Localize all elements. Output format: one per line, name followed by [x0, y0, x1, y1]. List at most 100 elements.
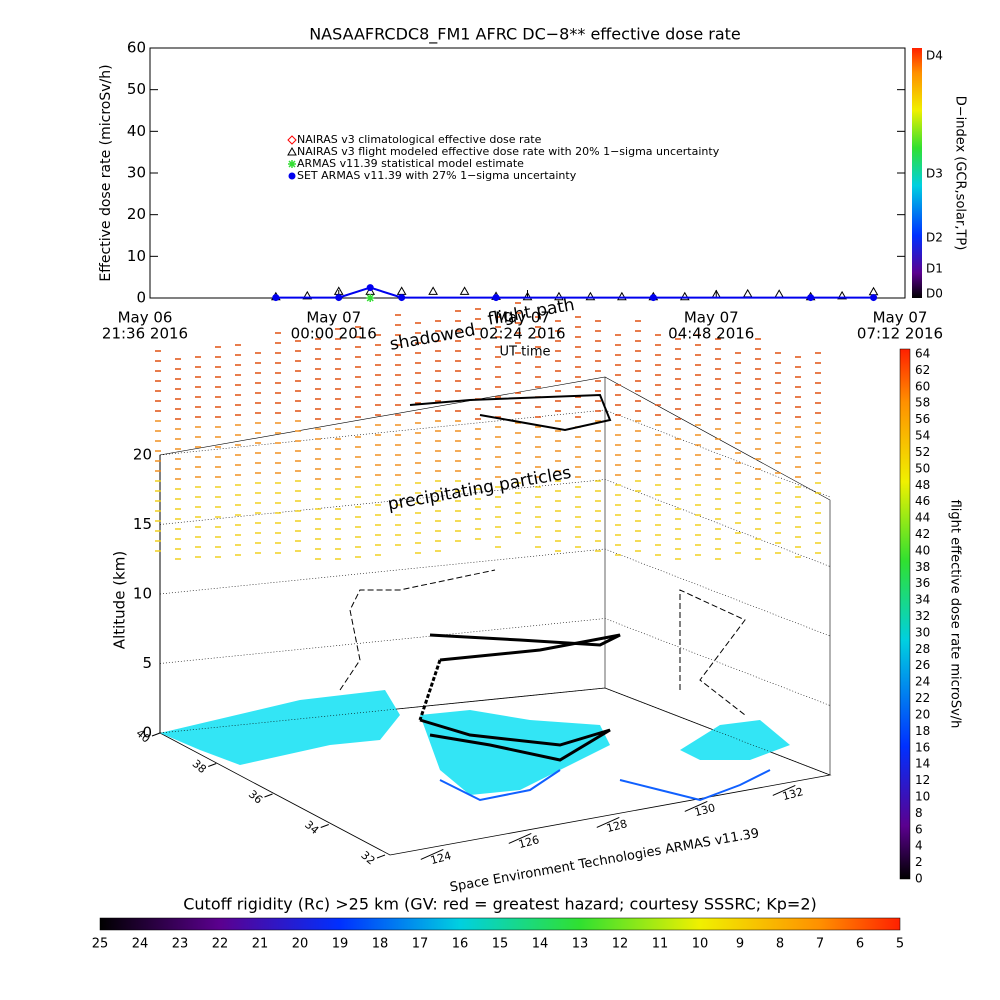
legend-marker — [287, 146, 297, 156]
colorbar-tick-label: 19 — [332, 937, 349, 952]
colorbar-tick-label: 16 — [452, 937, 469, 952]
colorbar-tick-label: 48 — [915, 478, 930, 492]
grid-line — [596, 816, 620, 828]
z-tick-label: 5 — [142, 654, 152, 672]
colorbar-tick-label: 14 — [532, 937, 549, 952]
annotation: precipitating particles — [386, 463, 573, 515]
colorbar-tick-label: D0 — [926, 287, 943, 301]
legend-label: SET ARMAS v11.39 with 27% 1−sigma uncert… — [297, 169, 577, 182]
colorbar-tick-label: 64 — [915, 347, 930, 361]
colorbar-tick-label: 4 — [915, 839, 923, 853]
x-tick-label: May 07 — [873, 309, 928, 327]
x-axis-label: UT time — [500, 345, 551, 360]
grid-line — [159, 618, 831, 706]
colorbar-tick-label: 56 — [915, 412, 930, 426]
data-point — [742, 288, 753, 298]
colorbar-tick-label: 32 — [915, 609, 930, 623]
x-tick-label: 124 — [429, 849, 453, 867]
colorbar-tick-label: 12 — [612, 937, 629, 952]
legend-label: NAIRAS v3 flight modeled effective dose … — [297, 145, 720, 158]
map-base — [158, 687, 832, 856]
data-point — [585, 291, 596, 301]
y-tick — [320, 824, 329, 828]
y-tick-label: 34 — [302, 818, 321, 837]
data-point — [649, 294, 657, 302]
data-point — [302, 290, 313, 300]
series-line — [275, 286, 874, 299]
colorbar-tick-label: 50 — [915, 461, 930, 475]
colorbar-tick-label: 22 — [212, 937, 229, 952]
colorbar-tick-label: 44 — [915, 511, 930, 525]
y-tick-label: 40 — [127, 122, 146, 140]
colorbar-tick-label: 40 — [915, 543, 930, 557]
z-axis-label: Altitude (km) — [111, 551, 129, 649]
y-tick-label: 50 — [127, 80, 146, 98]
colorbar-tick-label: 52 — [915, 445, 930, 459]
legend-label: NAIRAS v3 climatological effective dose … — [297, 133, 542, 146]
colorbar-label: D−index (GCR,solar,TP) — [953, 96, 968, 251]
data-point — [428, 286, 438, 295]
data-point — [870, 294, 878, 302]
particle-dashes — [155, 302, 821, 560]
colorbar-tick-label: 0 — [915, 872, 923, 886]
data-point — [617, 291, 627, 301]
z-tick-label: 0 — [142, 724, 152, 742]
y-tick-label: 10 — [127, 247, 146, 265]
x-tick-label: May 07 — [684, 309, 739, 327]
colorbar-tick-label: 9 — [736, 937, 744, 952]
colorbar-tick-label: 28 — [915, 642, 930, 656]
colorbar-tick-label: 6 — [856, 937, 864, 952]
colorbar-label: flight effective dose rate microSv/h — [948, 500, 963, 729]
y-tick-label: 36 — [246, 788, 265, 807]
data-point — [868, 286, 879, 296]
colorbar-tick-label: 5 — [896, 937, 904, 952]
data-point — [272, 294, 280, 302]
colorbar-tick-label: 30 — [915, 625, 930, 639]
colorbar-tick-label: 38 — [915, 560, 930, 574]
colorbar-tick-label: 6 — [915, 822, 923, 836]
y-tick-label: 0 — [136, 289, 146, 307]
colorbar-tick-label: D1 — [926, 262, 943, 276]
legend-marker — [288, 160, 296, 168]
colorbar-tick-label: 15 — [492, 937, 509, 952]
grid-line — [159, 687, 831, 776]
data-point — [837, 290, 847, 300]
data-point — [335, 294, 343, 302]
colorbar-tick-label: 21 — [252, 937, 269, 952]
colorbar-tick-label: 2 — [915, 855, 923, 869]
y-tick-label: 32 — [358, 849, 377, 868]
rigidity-label: Cutoff rigidity (Rc) >25 km (GV: red = g… — [183, 895, 817, 914]
data-point — [459, 286, 470, 295]
colorbar-tick-label: D4 — [926, 49, 943, 63]
colorbar-tick-label: 20 — [292, 937, 309, 952]
colorbar-tick-label: 8 — [915, 806, 923, 820]
data-point — [366, 284, 374, 292]
legend-marker — [287, 135, 297, 145]
data-point — [366, 294, 375, 302]
legend-label: ARMAS v11.39 statistical model estimate — [297, 157, 524, 170]
data-point — [396, 286, 407, 295]
colorbar-tick-label: 23 — [172, 937, 189, 952]
grid-line — [159, 479, 831, 567]
colorbar-tick-label: 34 — [915, 593, 930, 607]
colorbar-tick-label: 24 — [132, 937, 149, 952]
colorbar-tick-label: D3 — [926, 167, 943, 181]
z-tick-label: 10 — [133, 585, 152, 603]
x-tick-label: 21:36 2016 — [102, 325, 188, 343]
data-point — [492, 294, 500, 302]
data-point — [522, 291, 533, 301]
data-point — [807, 294, 815, 302]
y-axis-label: Effective dose rate (microSv/h) — [98, 64, 114, 281]
colorbar-tick-label: 18 — [372, 937, 389, 952]
colorbar-tick-label: 20 — [915, 707, 930, 721]
grid-line — [684, 800, 708, 812]
colorbar-tick-label: 60 — [915, 379, 930, 393]
y-tick — [264, 793, 273, 798]
colorbar-tick-label: 22 — [915, 691, 930, 705]
data-point — [679, 291, 690, 301]
colorbar-tick-label: 17 — [412, 937, 429, 952]
x-tick-label: 128 — [605, 817, 629, 835]
data-point — [774, 289, 785, 298]
x-tick-label: 132 — [781, 785, 805, 803]
